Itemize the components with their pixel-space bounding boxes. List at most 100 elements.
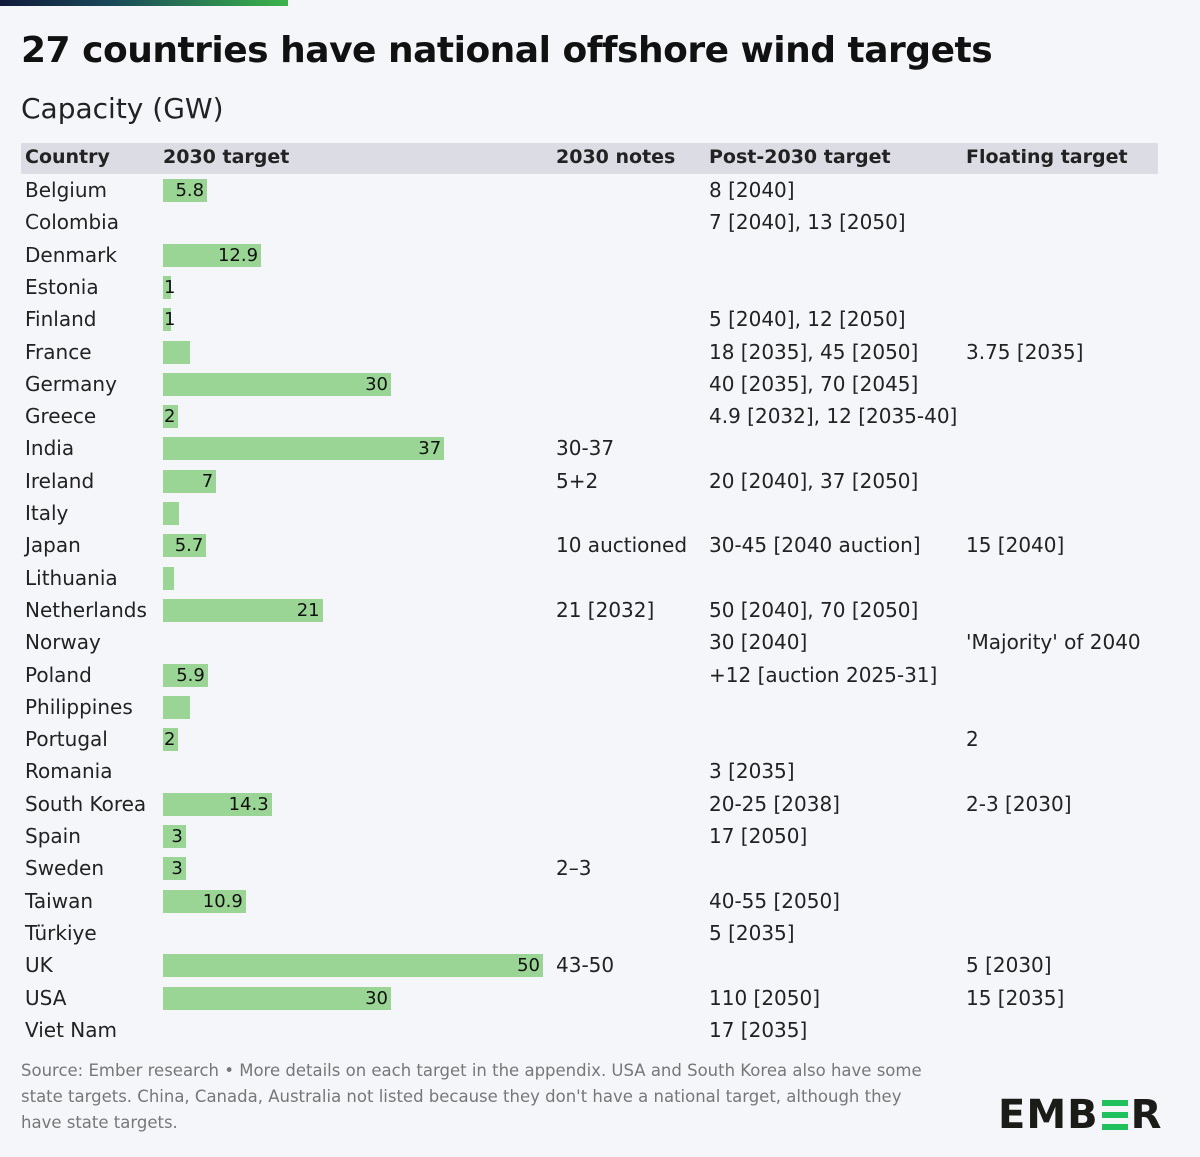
country-name: Estonia [25,274,99,299]
target-bar [163,954,543,978]
country-name: Denmark [25,242,117,267]
post-2030-target: 40 [2035], 70 [2045] [709,371,919,396]
country-name: Philippines [25,694,133,719]
post-2030-target: 30 [2040] [709,630,808,655]
table-row: Germany 30 40 [2035], 70 [2045] [0,372,1200,404]
header-post-2030-target: Post-2030 target [709,146,891,168]
bar-value-label: 30 [365,373,388,395]
country-name: Belgium [25,178,107,202]
floating-target: 2-3 [2030] [966,791,1072,816]
country-name: Colombia [25,210,119,235]
table-row: Türkiye 5 [2035] [0,921,1200,953]
target-bar [163,825,186,848]
target-bar [163,437,445,461]
country-name: Romania [25,759,113,784]
post-2030-target: 5 [2035] [709,920,795,945]
floating-target: 2 [966,727,979,752]
post-2030-target: 8 [2040] [709,178,795,202]
bar-value-label: 14.3 [228,793,269,815]
bar-value-label: 21 [296,599,320,621]
table-row: Estonia 1 [0,275,1200,307]
header-country: Country [25,146,110,168]
country-name: Türkiye [25,920,97,945]
post-2030-target: 50 [2040], 70 [2050] [709,597,919,622]
table-row: Taiwan 10.9 40-55 [2050] [0,889,1200,921]
target-bar [163,728,179,752]
post-2030-target: 4.9 [2032], 12 [2035-40] [709,404,958,429]
post-2030-target: 40-55 [2050] [709,888,840,913]
country-name: South Korea [25,791,147,816]
post-2030-target: 17 [2035] [709,1017,808,1042]
target-bar [163,502,179,525]
country-name: Ireland [25,468,95,493]
target-bar [163,534,207,558]
table-row: India 37 30-37 [0,436,1200,468]
country-name: USA [25,985,67,1010]
country-name: Poland [25,662,92,687]
bar-value-label: 12.9 [217,244,259,266]
country-name: Italy [25,501,69,525]
bar-value-label: 5.9 [176,664,205,686]
logo-e-bars-icon [1101,1100,1128,1130]
target-bar [163,469,217,493]
table-row: Denmark 12.9 [0,243,1200,275]
notes-2030: 2–3 [556,856,592,881]
bar-value-label: 1 [164,276,176,298]
post-2030-target: 5 [2040], 12 [2050] [709,307,906,332]
bar-value-label: 5.7 [174,535,204,557]
country-name: Norway [25,630,101,655]
bar-value-label: 7 [201,470,214,492]
bar-value-label: 5.8 [175,180,205,201]
target-bar [163,405,179,429]
table-header: Country 2030 target 2030 notes Post-2030… [21,143,1158,174]
bar-value-label: 37 [418,438,442,460]
header-2030-target: 2030 target [163,146,290,168]
target-bar [163,792,272,816]
post-2030-target: 7 [2040], 13 [2050] [709,210,906,235]
target-bar [163,179,208,202]
country-name: UK [25,953,53,978]
country-name: Taiwan [25,888,94,913]
table-row: Portugal 2 2 [0,727,1200,759]
country-name: Netherlands [25,597,147,622]
table-row: Italy [0,501,1200,533]
top-accent-bar [0,0,288,6]
table-row: France 18 [2035], 45 [2050] 3.75 [2035] [0,340,1200,372]
bar-value-label: 2 [164,406,176,428]
post-2030-target: 20 [2040], 37 [2050] [709,468,919,493]
table-row: South Korea 14.3 20-25 [2038] 2-3 [2030] [0,792,1200,824]
bar-value-label: 2 [164,729,176,751]
table-row: Norway 30 [2040] 'Majority' of 2040 [0,630,1200,662]
post-2030-target: 3 [2035] [709,759,795,784]
table-row: USA 30 110 [2050] 15 [2035] [0,986,1200,1018]
post-2030-target: +12 [auction 2025-31] [709,662,938,687]
country-name: France [25,339,92,364]
notes-2030: 10 auctioned [556,533,688,558]
table-row: Finland 1 5 [2040], 12 [2050] [0,307,1200,339]
target-bar [163,566,174,590]
target-bar [163,275,171,299]
table-row: Ireland 7 5+2 20 [2040], 37 [2050] [0,469,1200,501]
floating-target: 3.75 [2035] [966,339,1084,364]
country-name: India [25,436,75,461]
post-2030-target: 18 [2035], 45 [2050] [709,339,919,364]
country-name: Portugal [25,727,108,752]
floating-target: 5 [2030] [966,953,1052,978]
country-name: Finland [25,307,97,332]
ember-logo: EMB R [998,1092,1162,1138]
post-2030-target: 20-25 [2038] [709,791,840,816]
table-row: Belgium 5.8 8 [2040] [0,178,1200,210]
table-row: Sweden 3 2–3 [0,856,1200,888]
target-bar [163,340,191,364]
target-bar [163,598,323,622]
floating-target: 15 [2040] [966,533,1065,558]
post-2030-target: 30-45 [2040 auction] [709,533,921,558]
table-row: Viet Nam 17 [2035] [0,1018,1200,1050]
notes-2030: 5+2 [556,468,599,493]
post-2030-target: 17 [2050] [709,824,808,848]
chart-title: 27 countries have national offshore wind… [21,30,993,71]
floating-target: 15 [2035] [966,985,1065,1010]
table-row: Japan 5.7 10 auctioned 30-45 [2040 auction]… [0,533,1200,565]
bar-value-label: 3 [171,858,183,880]
table-row: Lithuania [0,566,1200,598]
